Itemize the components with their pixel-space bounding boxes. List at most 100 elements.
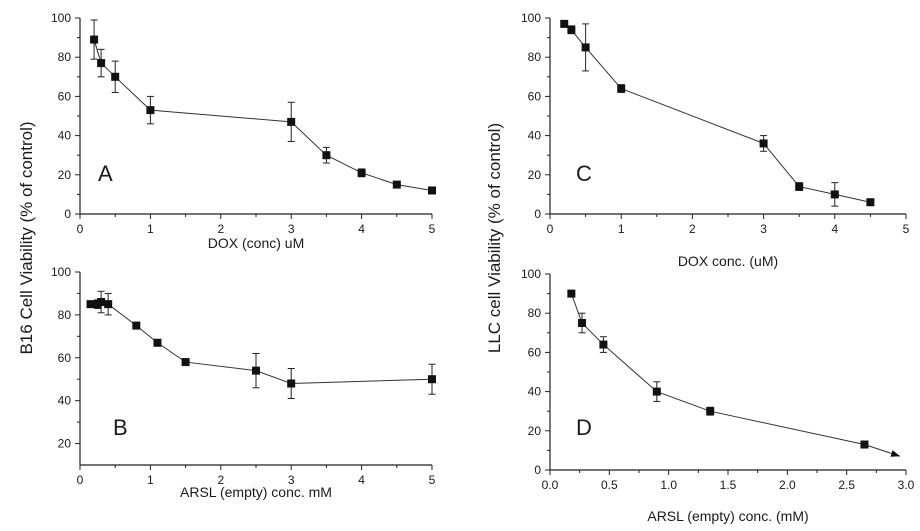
x-axis-title: ARSL (empty) conc. mM [180,484,332,500]
data-point [104,300,113,309]
panel-letter: C [576,161,592,186]
y-tick-label: 0 [534,463,541,477]
x-tick-label: 2 [689,222,696,236]
x-tick-label: 1 [618,222,625,236]
data-point [599,340,608,349]
data-point [428,375,436,384]
data-point [759,139,768,148]
x-axis-title: DOX conc. (uM) [678,253,778,269]
data-point [86,300,95,309]
y-tick-label: 60 [58,351,72,365]
y-tick-label: 40 [528,385,542,399]
panel-letter: A [98,161,113,186]
left-y-axis-title: B16 Cell Viability (% of control) [17,121,36,354]
data-point [866,198,875,207]
x-tick-label: 4 [358,473,365,487]
data-point [428,186,436,195]
data-point [97,298,106,307]
x-tick-label: 1 [147,222,154,236]
data-point [617,84,626,93]
data-point [567,289,576,298]
data-point [567,25,576,34]
x-tick-label: 1 [147,473,154,487]
data-point [146,106,155,115]
y-tick-label: 60 [58,89,72,103]
y-tick-label: 40 [528,129,542,143]
y-tick-label: 40 [58,394,72,408]
y-tick-label: 80 [528,306,542,320]
x-tick-label: 3 [288,473,295,487]
y-tick-label: 100 [521,11,541,25]
data-point [795,182,804,191]
y-tick-label: 20 [58,437,72,451]
data-point [111,72,120,81]
chart-panel-b: 0 1 2 3 4 5 20 40 60 80 100 ARSL (empty) conc. mM B [51,265,436,500]
x-tick-label: 0 [77,473,84,487]
y-tick-label: 40 [58,129,72,143]
y-tick-label: 60 [528,345,542,359]
x-tick-label: 5 [429,473,436,487]
y-tick-label: 20 [58,168,72,182]
data-point [578,319,587,327]
series-line [570,293,901,457]
x-tick-label: 2.0 [779,478,796,492]
y-tick-label: 20 [528,168,542,182]
chart-panel-c: 0 1 2 3 4 5 0 20 40 60 80 100 DOX conc. (uM) C [521,11,910,269]
y-tick-label: 100 [521,267,541,281]
data-point [706,407,715,416]
panel-letter: B [113,415,128,440]
x-tick-label: 3 [760,222,767,236]
x-tick-label: 1.5 [720,478,737,492]
data-point [560,19,569,28]
x-tick-label: 1.0 [660,478,677,492]
panel-letter: D [576,415,592,440]
y-tick-label: 100 [51,265,71,279]
data-point [830,190,839,199]
data-point [357,168,366,177]
data-point [97,59,106,68]
y-tick-label: 80 [58,50,72,64]
data-point [860,440,869,449]
data-point [153,338,162,347]
y-tick-label: 80 [58,308,72,322]
x-tick-label: 0 [547,222,554,236]
data-point [287,117,296,126]
data-point [652,387,661,396]
chart-panel-a: 0 1 2 3 4 5 0 20 40 60 80 100 DOX (conc) uM A [51,11,436,251]
y-tick-label: 100 [51,11,71,25]
data-point [392,180,401,189]
x-axis-title: ARSL (empty) conc. (mM) [647,508,808,524]
data-point [132,321,141,330]
x-tick-label: 2.5 [838,478,855,492]
chart-panel-d: 0.0 0.5 1.0 1.5 2.0 2.5 3.0 0 20 40 60 80 100 ARSL (e… [521,267,915,524]
x-tick-label: 0.0 [542,478,559,492]
data-point [581,43,590,52]
x-tick-label: 2 [217,222,224,236]
data-point [181,358,190,367]
data-point [287,379,296,388]
series-line [90,301,433,385]
x-tick-label: 0 [77,222,84,236]
data-point [252,366,260,375]
y-tick-label: 20 [528,424,542,438]
series-arrowhead [890,450,901,457]
y-tick-label: 80 [528,50,542,64]
series-line [93,39,433,191]
y-tick-label: 0 [64,207,71,221]
x-tick-label: 5 [429,222,436,236]
data-point [322,151,331,160]
y-tick-label: 60 [528,89,542,103]
y-tick-label: 0 [534,207,541,221]
series-line [563,23,871,203]
x-tick-label: 3 [288,222,295,236]
x-tick-label: 0.5 [601,478,618,492]
x-tick-label: 2 [217,473,224,487]
x-tick-label: 5 [903,222,910,236]
x-tick-label: 4 [358,222,365,236]
x-tick-label: 3.0 [898,478,915,492]
data-point [90,35,99,44]
right-y-axis-title: LLC cell Viability (% of control) [485,123,504,353]
x-tick-label: 4 [831,222,838,236]
